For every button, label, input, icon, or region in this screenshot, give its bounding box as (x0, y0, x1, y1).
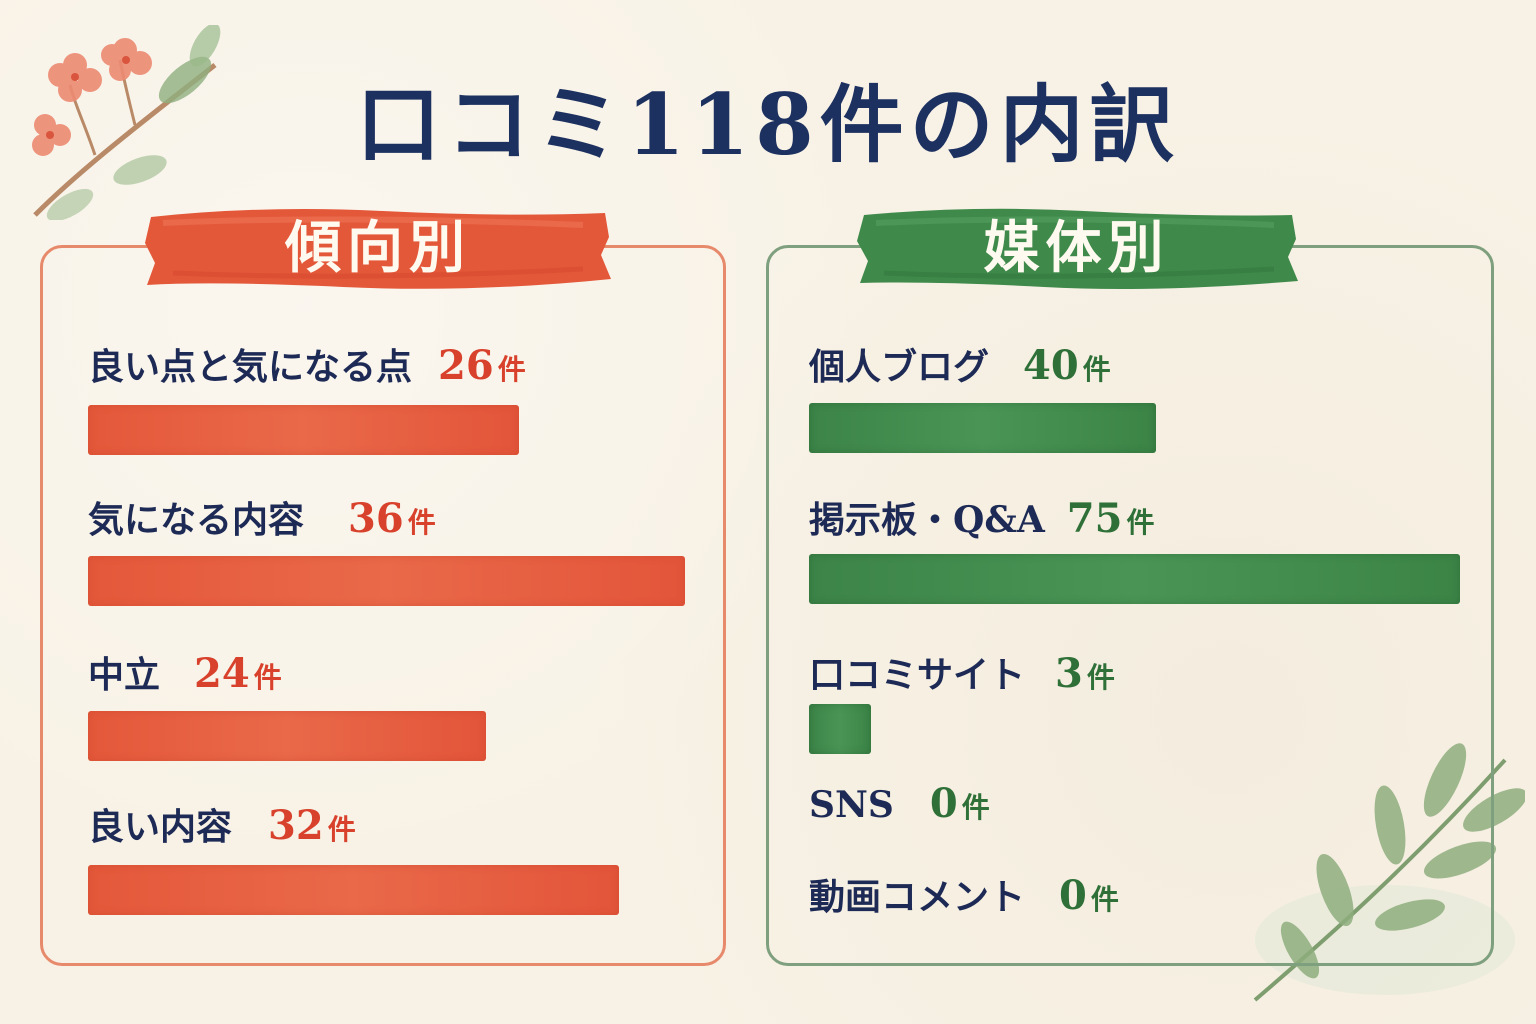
count-unit: 件 (1126, 506, 1155, 539)
count-value: 40 (1023, 342, 1079, 389)
category-label: 個人ブログ (809, 346, 990, 388)
count-unit: 件 (253, 661, 282, 694)
leaf-branch-icon (1245, 740, 1527, 1010)
tendency-bar (88, 711, 486, 761)
tendency-bar (88, 556, 685, 606)
page-title: 口コミ118件の内訳 (356, 75, 1180, 174)
red-brush-stroke (143, 203, 613, 293)
category-label: 良い点と気になる点 (88, 346, 413, 388)
green-brush-stroke (854, 203, 1299, 293)
tendency-bar (88, 865, 619, 915)
count-unit: 件 (961, 791, 990, 824)
category-label: 良い内容 (88, 806, 233, 848)
count-unit: 件 (1086, 661, 1115, 694)
count-value: 3 (1055, 650, 1083, 697)
count-value: 26 (438, 342, 494, 389)
media-bar (809, 554, 1460, 604)
category-label: 掲示板・Q&A (809, 499, 1045, 541)
media-bar (809, 704, 871, 754)
count-value: 0 (929, 780, 958, 827)
tendency-panel: 傾向別 良い点と気になる点 26 件 気になる内容 36 件 中立 24 件 良い内容 32 件 (40, 209, 726, 966)
cherry-blossom-branch-icon (15, 23, 230, 222)
category-label: SNS (809, 784, 894, 826)
count-unit: 件 (1082, 353, 1111, 386)
count-value: 24 (194, 650, 250, 697)
category-label: 口コミサイト (809, 654, 1026, 696)
count-value: 36 (348, 495, 404, 542)
count-value: 75 (1066, 495, 1123, 542)
count-unit: 件 (497, 353, 526, 386)
category-label: 動画コメント (809, 876, 1026, 918)
count-unit: 件 (1090, 883, 1119, 916)
media-header: 媒体別 (854, 203, 1299, 293)
tendency-title: 傾向別 (285, 215, 471, 281)
tendency-bar (88, 405, 520, 455)
category-label: 中立 (88, 654, 161, 696)
count-unit: 件 (407, 506, 436, 539)
media-title: 媒体別 (983, 215, 1170, 281)
media-bar (809, 403, 1157, 453)
count-unit: 件 (327, 813, 356, 846)
category-label: 気になる内容 (88, 499, 305, 541)
media-panel: 媒体別 個人ブログ 40 件 掲示板・Q&A 75 件 口コミサイト 3 件 SNS 0 件 動… (766, 208, 1494, 966)
tendency-header: 傾向別 (143, 203, 613, 293)
count-value: 0 (1059, 872, 1087, 919)
count-value: 32 (268, 802, 324, 849)
